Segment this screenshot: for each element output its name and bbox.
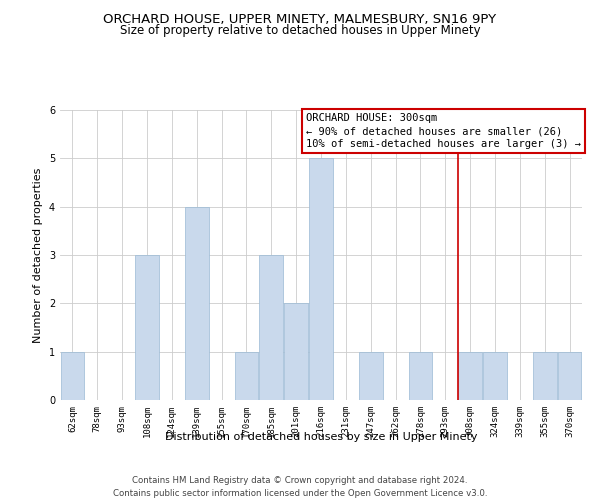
Bar (409, 352, 432, 400)
Bar (259, 255, 283, 400)
Bar (61, 352, 84, 400)
Text: ORCHARD HOUSE: 300sqm
← 90% of detached houses are smaller (26)
10% of semi-deta: ORCHARD HOUSE: 300sqm ← 90% of detached … (306, 113, 581, 150)
Text: ORCHARD HOUSE, UPPER MINETY, MALMESBURY, SN16 9PY: ORCHARD HOUSE, UPPER MINETY, MALMESBURY,… (103, 12, 497, 26)
Bar (483, 352, 507, 400)
Bar (235, 352, 258, 400)
Text: Contains HM Land Registry data © Crown copyright and database right 2024.
Contai: Contains HM Land Registry data © Crown c… (113, 476, 487, 498)
Bar (135, 255, 159, 400)
Bar (309, 158, 333, 400)
Bar (533, 352, 557, 400)
Bar (284, 304, 308, 400)
Text: Distribution of detached houses by size in Upper Minety: Distribution of detached houses by size … (165, 432, 477, 442)
Bar (185, 206, 209, 400)
Bar (359, 352, 383, 400)
Text: Size of property relative to detached houses in Upper Minety: Size of property relative to detached ho… (119, 24, 481, 37)
Y-axis label: Number of detached properties: Number of detached properties (34, 168, 43, 342)
Bar (558, 352, 581, 400)
Bar (458, 352, 482, 400)
